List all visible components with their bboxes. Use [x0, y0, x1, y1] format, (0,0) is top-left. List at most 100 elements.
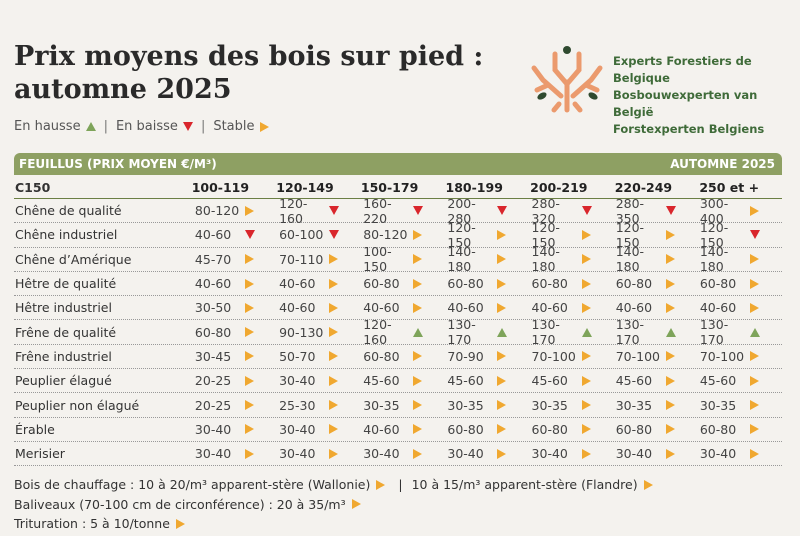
price-range: 30-40 — [279, 421, 316, 437]
stable-triangle-icon — [329, 400, 339, 411]
price-cell: 70-100 — [698, 349, 782, 364]
price-range: 140-180 — [447, 244, 476, 275]
price-range: 30-35 — [615, 397, 653, 413]
price-cell: 45-70 — [193, 252, 277, 267]
species-name: Hêtre de qualité — [15, 276, 117, 292]
price-cell: 70-100 — [530, 349, 614, 364]
price-range: 30-40 — [615, 446, 653, 462]
legend-down-label: En baisse — [115, 119, 178, 134]
price-cell: 140-180 — [445, 244, 529, 274]
stable-triangle-icon — [413, 400, 423, 411]
column-header: 120-149 — [276, 179, 334, 195]
price-range: 40-60 — [363, 300, 400, 316]
price-cell: 40-60 — [193, 227, 277, 242]
species-name: Hêtre industriel — [15, 300, 112, 316]
species-name: Chêne industriel — [15, 227, 118, 243]
stable-triangle-icon — [413, 229, 423, 240]
price-range: 40-60 — [699, 300, 737, 316]
price-table: C150 100-119 120-149 150-179 180-199 200… — [14, 176, 782, 467]
stable-triangle-icon — [244, 424, 254, 435]
price-cell: 120-150 — [698, 220, 782, 250]
stable-triangle-icon — [259, 121, 269, 132]
price-range: 30-50 — [194, 300, 232, 316]
stable-triangle-icon — [413, 254, 423, 265]
stable-triangle-icon — [749, 351, 759, 362]
legend-up-label: En hausse — [14, 119, 81, 134]
org-name-fr: Experts Forestiers de Belgique — [613, 54, 752, 85]
column-header: 150-179 — [360, 179, 419, 195]
stable-triangle-icon — [665, 424, 675, 435]
stable-triangle-icon — [749, 424, 759, 435]
stable-triangle-icon — [581, 424, 591, 435]
price-cell: 130-170 — [698, 317, 782, 347]
legend-stable: Stable — [213, 119, 269, 134]
price-range: 40-60 — [531, 300, 568, 316]
price-cell: 30-40 — [193, 422, 277, 437]
org-name-nl: Bosbouwexperten van België — [613, 88, 758, 119]
price-range: 60-100 — [279, 227, 324, 243]
price-range: 60-80 — [447, 421, 484, 437]
price-range: 30-35 — [447, 397, 484, 413]
note-saplings-text: Baliveaux (70-100 cm de circonférence) :… — [14, 496, 346, 512]
price-range: 60-80 — [363, 276, 400, 292]
stable-triangle-icon — [581, 351, 591, 362]
stable-triangle-icon — [329, 375, 339, 386]
price-cell: 60-80 — [698, 422, 782, 437]
up-triangle-icon — [497, 327, 508, 337]
price-cell: 40-60 — [698, 300, 782, 315]
stable-triangle-icon — [749, 302, 759, 313]
stable-triangle-icon — [329, 424, 339, 435]
price-range: 30-45 — [194, 348, 232, 364]
species-name: Chêne d’Amérique — [15, 251, 132, 267]
price-cell: 45-60 — [445, 373, 529, 388]
price-range: 60-80 — [447, 276, 484, 292]
stable-triangle-icon — [497, 351, 507, 362]
stable-triangle-icon — [497, 448, 507, 459]
price-cell: 40-60 — [614, 300, 698, 315]
price-range: 80-120 — [363, 227, 408, 243]
table-row: Hêtre industriel 30-50 40-60 40-60 40-60 40-6… — [14, 296, 782, 321]
price-cell: 30-40 — [530, 446, 614, 461]
price-range: 120-160 — [279, 195, 308, 226]
table-row: Frêne industriel 30-45 50-70 60-80 70-90 70-1… — [14, 345, 782, 370]
price-cell: 30-35 — [614, 398, 698, 413]
price-range: 60-80 — [363, 348, 400, 364]
price-cell: 30-40 — [193, 446, 277, 461]
table-header-row: C150 100-119 120-149 150-179 180-199 200… — [14, 176, 782, 199]
price-range: 40-60 — [279, 276, 316, 292]
price-cell: 30-50 — [193, 300, 277, 315]
price-cell: 120-160 — [277, 196, 361, 226]
table-category-title: FEUILLUS (PRIX MOYEN €/M³) — [19, 157, 217, 171]
price-range: 30-40 — [194, 421, 232, 437]
table-row: Merisier 30-40 30-40 30-40 30-40 30-40 30-40 30… — [14, 442, 782, 467]
price-range: 45-60 — [531, 373, 568, 389]
price-cell: 60-80 — [698, 276, 782, 291]
price-range: 30-40 — [279, 446, 316, 462]
stable-triangle-icon — [749, 278, 759, 289]
table-row: Hêtre de qualité 40-60 40-60 60-80 60-80 60-8… — [14, 272, 782, 297]
price-cell: 160-220 — [361, 196, 445, 226]
price-range: 25-30 — [279, 397, 316, 413]
price-cell: 130-170 — [445, 317, 529, 347]
stable-triangle-icon — [665, 351, 675, 362]
stable-triangle-icon — [581, 278, 591, 289]
stable-triangle-icon — [376, 479, 386, 490]
price-range: 60-80 — [531, 276, 568, 292]
table-row: Peuplier élagué 20-25 30-40 45-60 45-60 45-60… — [14, 369, 782, 394]
down-triangle-icon — [182, 122, 193, 131]
stable-triangle-icon — [244, 351, 254, 362]
price-cell: 30-40 — [614, 446, 698, 461]
stable-triangle-icon — [665, 448, 675, 459]
stable-triangle-icon — [581, 400, 591, 411]
stable-triangle-icon — [665, 278, 675, 289]
down-triangle-icon — [329, 230, 340, 240]
price-cell: 30-35 — [445, 398, 529, 413]
price-cell: 30-40 — [277, 422, 361, 437]
stable-triangle-icon — [749, 375, 759, 386]
title-line-1: Prix moyens des bois sur pied : — [14, 41, 484, 72]
stable-triangle-icon — [665, 400, 675, 411]
price-range: 120-150 — [699, 219, 729, 250]
price-range: 120-150 — [447, 219, 476, 250]
price-cell: 70-100 — [614, 349, 698, 364]
price-cell: 40-60 — [193, 276, 277, 291]
